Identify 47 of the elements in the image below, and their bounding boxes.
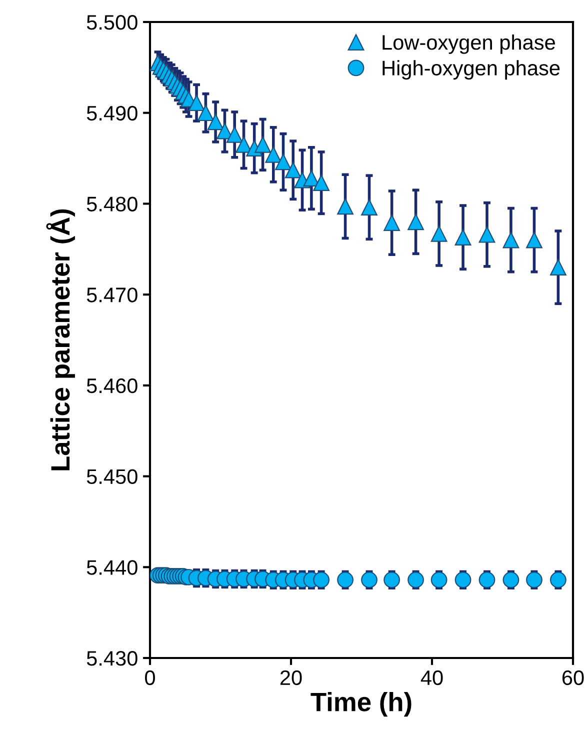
point [454,572,472,588]
point [478,226,496,243]
point [361,572,378,588]
x-tick-label: 60 [562,670,584,686]
point [207,114,224,130]
y-tick-label: 5.470 [86,288,138,302]
point [313,174,330,192]
point [236,136,252,153]
point [502,572,520,588]
point [313,572,330,588]
point [454,229,472,246]
point [408,572,424,588]
point [384,572,400,588]
point [384,214,400,231]
y-tick-label: 5.490 [86,106,138,121]
point [361,199,378,216]
y-tick-label: 5.450 [86,469,138,484]
point [284,162,302,178]
point [188,94,205,112]
x-axis-title: Time (h) [310,692,412,717]
point [478,572,496,588]
point [337,198,354,215]
point [430,572,448,588]
point [337,572,354,588]
point [198,104,214,122]
point [430,226,448,242]
y-tick-label: 5.430 [86,651,138,666]
point [254,136,271,153]
y-axis-title: Lattice parameter (Å) [46,209,75,470]
point [550,572,566,588]
point [526,232,542,248]
point [526,572,542,588]
point [265,146,282,163]
legend-label: Low-oxygen phase [382,34,555,54]
x-tick-label: 20 [280,670,302,686]
point [275,154,292,170]
y-tick-label: 5.460 [86,378,138,394]
legend-label: High-oxygen phase [382,60,560,80]
y-tick-label: 5.500 [86,15,138,30]
x-tick-label: 40 [420,670,443,686]
point [502,232,520,248]
point [226,126,243,143]
point [408,214,424,230]
point [550,259,566,276]
y-tick-label: 5.480 [86,196,138,212]
y-tick-label: 5.440 [86,560,138,575]
x-tick-label: 0 [145,670,155,686]
